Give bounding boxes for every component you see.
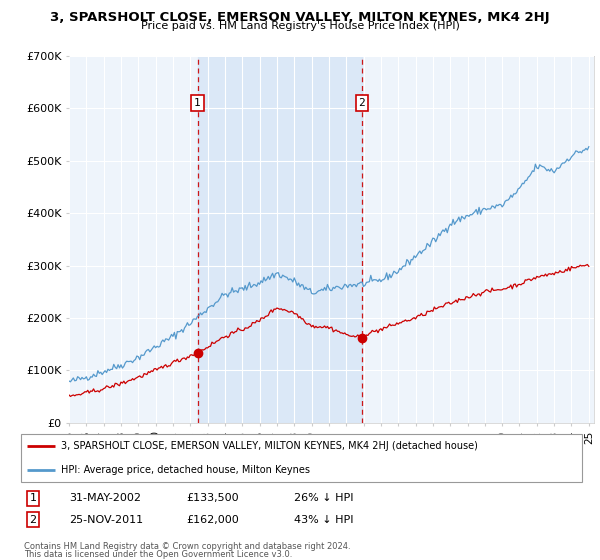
Text: 31-MAY-2002: 31-MAY-2002	[69, 493, 141, 503]
Text: £133,500: £133,500	[186, 493, 239, 503]
Text: 43% ↓ HPI: 43% ↓ HPI	[294, 515, 353, 525]
Text: Contains HM Land Registry data © Crown copyright and database right 2024.: Contains HM Land Registry data © Crown c…	[24, 542, 350, 551]
Text: £162,000: £162,000	[186, 515, 239, 525]
Text: 3, SPARSHOLT CLOSE, EMERSON VALLEY, MILTON KEYNES, MK4 2HJ: 3, SPARSHOLT CLOSE, EMERSON VALLEY, MILT…	[50, 11, 550, 24]
Bar	[197, 56, 362, 423]
Text: This data is licensed under the Open Government Licence v3.0.: This data is licensed under the Open Gov…	[24, 550, 292, 559]
Text: 2: 2	[358, 98, 365, 108]
Text: 26% ↓ HPI: 26% ↓ HPI	[294, 493, 353, 503]
Text: 2: 2	[29, 515, 37, 525]
Text: 1: 1	[29, 493, 37, 503]
Text: 3, SPARSHOLT CLOSE, EMERSON VALLEY, MILTON KEYNES, MK4 2HJ (detached house): 3, SPARSHOLT CLOSE, EMERSON VALLEY, MILT…	[61, 441, 478, 451]
Text: Price paid vs. HM Land Registry's House Price Index (HPI): Price paid vs. HM Land Registry's House …	[140, 21, 460, 31]
Text: HPI: Average price, detached house, Milton Keynes: HPI: Average price, detached house, Milt…	[61, 465, 310, 475]
FancyBboxPatch shape	[21, 434, 582, 482]
Text: 1: 1	[194, 98, 201, 108]
Text: 25-NOV-2011: 25-NOV-2011	[69, 515, 143, 525]
